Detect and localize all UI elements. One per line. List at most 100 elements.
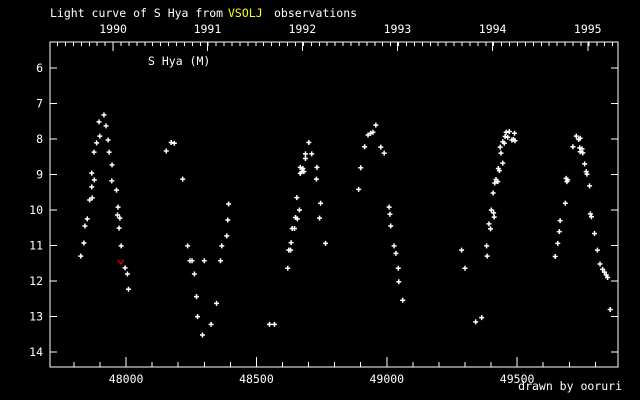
data-point xyxy=(224,233,230,239)
data-point xyxy=(584,171,590,177)
data-point xyxy=(297,164,303,170)
data-point xyxy=(492,180,498,186)
data-point xyxy=(497,144,503,150)
data-point xyxy=(91,177,97,183)
chart-title-suffix: observations xyxy=(274,6,357,20)
mag-tick-label: 12 xyxy=(29,274,43,288)
data-point xyxy=(217,258,223,264)
data-point xyxy=(491,210,497,216)
data-point xyxy=(125,286,131,292)
jd-tick-label: 49500 xyxy=(500,372,535,386)
mag-tick-label: 8 xyxy=(36,132,43,146)
data-point xyxy=(317,215,323,221)
data-point xyxy=(358,165,364,171)
data-point xyxy=(185,243,191,249)
data-point xyxy=(226,201,232,207)
data-point xyxy=(587,183,593,189)
data-point xyxy=(557,218,563,224)
data-point xyxy=(294,216,300,222)
data-point xyxy=(473,319,479,325)
data-point xyxy=(597,261,603,267)
jd-tick-label: 48000 xyxy=(109,372,144,386)
data-point xyxy=(180,176,186,182)
data-point xyxy=(484,243,490,249)
vsolj-highlight: VSOLJ xyxy=(228,6,263,20)
data-points xyxy=(78,112,613,338)
data-point xyxy=(594,247,600,253)
chart-title-prefix: Light curve of S Hya from xyxy=(50,6,223,20)
data-point xyxy=(488,207,494,213)
plot-frame xyxy=(49,41,619,368)
data-point xyxy=(101,112,107,118)
data-point xyxy=(556,229,562,235)
data-point xyxy=(91,149,97,155)
data-point xyxy=(370,129,376,135)
star-label: S Hya (M) xyxy=(148,54,210,68)
credit-label: drawn by ooruri xyxy=(518,379,622,393)
data-point xyxy=(579,146,585,152)
axis-ticks xyxy=(50,42,618,367)
data-point xyxy=(124,271,130,277)
year-label: 1994 xyxy=(479,22,507,36)
data-point xyxy=(396,279,402,285)
data-point xyxy=(588,214,594,220)
data-point xyxy=(171,140,177,146)
data-point xyxy=(302,151,308,157)
data-point xyxy=(109,178,115,184)
data-point xyxy=(506,129,512,135)
data-point xyxy=(314,164,320,170)
year-label: 1993 xyxy=(384,22,412,36)
data-point xyxy=(89,170,95,176)
data-point xyxy=(495,179,501,185)
jd-tick-label: 49000 xyxy=(369,372,404,386)
data-point xyxy=(582,161,588,167)
year-label: 1995 xyxy=(574,22,602,36)
data-point xyxy=(323,240,329,246)
limit-marker xyxy=(117,259,125,266)
data-point xyxy=(562,200,568,206)
data-point xyxy=(365,132,371,138)
data-point xyxy=(193,294,199,300)
data-point xyxy=(505,134,511,140)
data-point xyxy=(89,184,95,190)
data-point xyxy=(208,321,214,327)
axis-tick-labels: 6 7 8 9 10 11 12 13 14 48000 48500 49000 49500 xyxy=(29,61,534,386)
data-point xyxy=(393,250,399,256)
data-point xyxy=(512,138,518,144)
data-point xyxy=(306,140,312,146)
data-point xyxy=(214,300,220,306)
data-point xyxy=(97,133,103,139)
data-point xyxy=(592,230,598,236)
mag-tick-label: 6 xyxy=(36,61,43,75)
data-point xyxy=(565,177,571,183)
mag-tick-label: 14 xyxy=(29,345,43,359)
data-point xyxy=(583,169,589,175)
data-point xyxy=(512,130,518,136)
data-point xyxy=(103,123,109,129)
data-point xyxy=(459,247,465,253)
data-point xyxy=(105,137,111,143)
data-point xyxy=(388,223,394,229)
mag-tick-label: 13 xyxy=(29,310,43,324)
data-point xyxy=(386,204,392,210)
data-point xyxy=(113,187,119,193)
data-point xyxy=(486,221,492,227)
data-point xyxy=(391,243,397,249)
mag-tick-label: 11 xyxy=(29,239,43,253)
data-point xyxy=(297,170,303,176)
data-point xyxy=(300,165,306,171)
year-label: 1992 xyxy=(288,22,316,36)
data-point xyxy=(292,225,298,231)
data-point xyxy=(479,315,485,321)
mag-tick-label: 7 xyxy=(36,96,43,110)
data-point xyxy=(490,190,496,196)
data-point xyxy=(118,243,124,249)
data-point xyxy=(87,197,93,203)
data-point xyxy=(373,122,379,128)
data-point xyxy=(462,265,468,271)
mag-tick-label: 9 xyxy=(36,167,43,181)
data-point xyxy=(271,321,277,327)
year-label: 1990 xyxy=(99,22,127,36)
data-point xyxy=(82,223,88,229)
